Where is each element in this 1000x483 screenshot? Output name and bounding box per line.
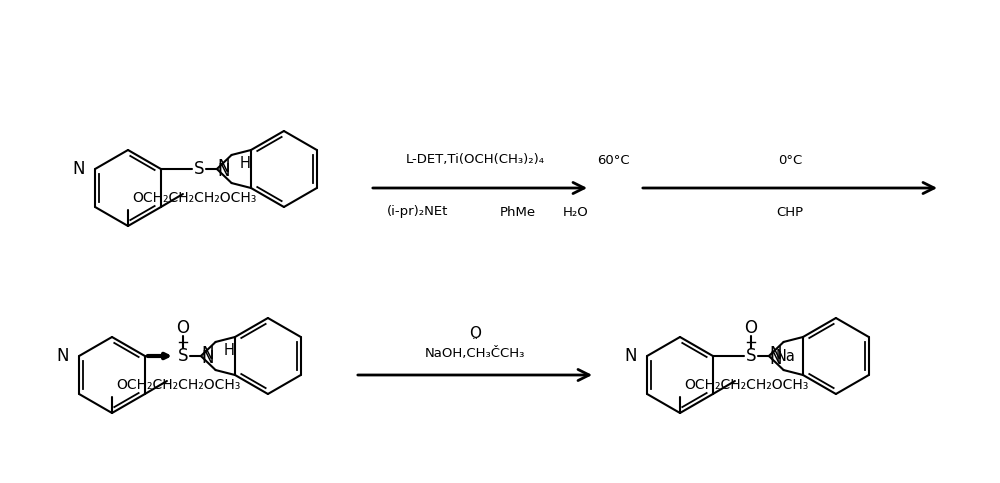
- Text: (i-pr)₂NEt: (i-pr)₂NEt: [387, 205, 449, 218]
- Text: H: H: [224, 343, 234, 358]
- Text: O: O: [469, 326, 481, 341]
- Text: O: O: [176, 319, 189, 337]
- Text: N: N: [201, 345, 214, 363]
- Text: N: N: [769, 345, 782, 363]
- Text: N: N: [217, 162, 230, 180]
- Text: Na: Na: [776, 349, 796, 364]
- Text: OCH₂CH₂CH₂OCH₃: OCH₂CH₂CH₂OCH₃: [116, 378, 240, 392]
- Text: 60°C: 60°C: [597, 154, 630, 167]
- Text: L-DET,Ti(OCH(CH₃)₂)₄: L-DET,Ti(OCH(CH₃)₂)₄: [406, 154, 544, 167]
- Text: PhMe: PhMe: [500, 205, 536, 218]
- Text: CHP: CHP: [776, 205, 804, 218]
- Text: S: S: [746, 347, 756, 365]
- Text: N: N: [73, 160, 85, 178]
- Text: S: S: [178, 347, 188, 365]
- Text: N: N: [201, 349, 214, 367]
- Text: N: N: [625, 347, 637, 365]
- Text: OCH₂CH₂CH₂OCH₃: OCH₂CH₂CH₂OCH₃: [132, 191, 256, 205]
- Text: NaOH,CH₃ČCH₃: NaOH,CH₃ČCH₃: [425, 347, 525, 360]
- Text: S: S: [194, 160, 204, 178]
- Text: N: N: [57, 347, 69, 365]
- Text: H: H: [240, 156, 250, 171]
- Text: ¨: ¨: [472, 338, 478, 351]
- Text: N: N: [217, 158, 230, 176]
- Text: O: O: [744, 319, 757, 337]
- Text: 0°C: 0°C: [778, 154, 802, 167]
- Text: N: N: [769, 350, 782, 368]
- Text: H₂O: H₂O: [563, 205, 589, 218]
- Text: OCH₂CH₂CH₂OCH₃: OCH₂CH₂CH₂OCH₃: [684, 378, 808, 392]
